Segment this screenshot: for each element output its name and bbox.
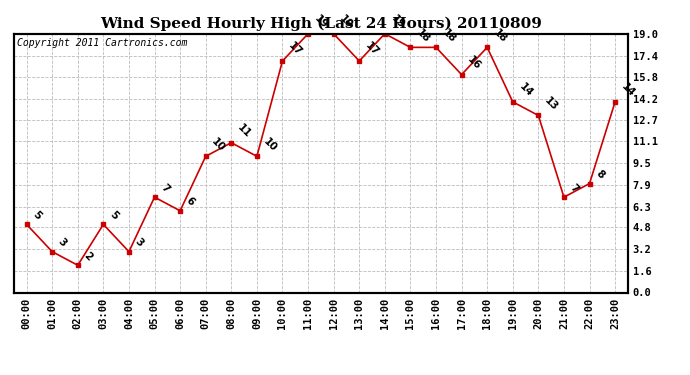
Text: 10: 10: [261, 136, 278, 153]
Text: 2: 2: [82, 250, 94, 262]
Text: 14: 14: [517, 82, 534, 99]
Text: 14: 14: [619, 82, 637, 99]
Text: 17: 17: [364, 41, 381, 58]
Text: 17: 17: [286, 41, 304, 58]
Text: 18: 18: [415, 27, 432, 45]
Text: 5: 5: [31, 209, 43, 222]
Text: 19: 19: [389, 14, 406, 31]
Text: 3: 3: [133, 237, 146, 249]
Text: 7: 7: [568, 182, 580, 194]
Text: 13: 13: [542, 95, 560, 112]
Text: 8: 8: [593, 169, 606, 181]
Text: 19: 19: [338, 14, 355, 31]
Text: 11: 11: [235, 123, 253, 140]
Text: 6: 6: [184, 196, 197, 208]
Text: 3: 3: [57, 237, 68, 249]
Text: 5: 5: [108, 209, 120, 222]
Text: Copyright 2011 Cartronics.com: Copyright 2011 Cartronics.com: [17, 38, 187, 48]
Text: 18: 18: [491, 27, 509, 45]
Text: 10: 10: [210, 136, 227, 153]
Title: Wind Speed Hourly High (Last 24 Hours) 20110809: Wind Speed Hourly High (Last 24 Hours) 2…: [100, 17, 542, 31]
Text: 16: 16: [466, 54, 483, 72]
Text: 7: 7: [159, 182, 171, 194]
Text: 18: 18: [440, 27, 457, 45]
Text: 19: 19: [312, 14, 329, 31]
